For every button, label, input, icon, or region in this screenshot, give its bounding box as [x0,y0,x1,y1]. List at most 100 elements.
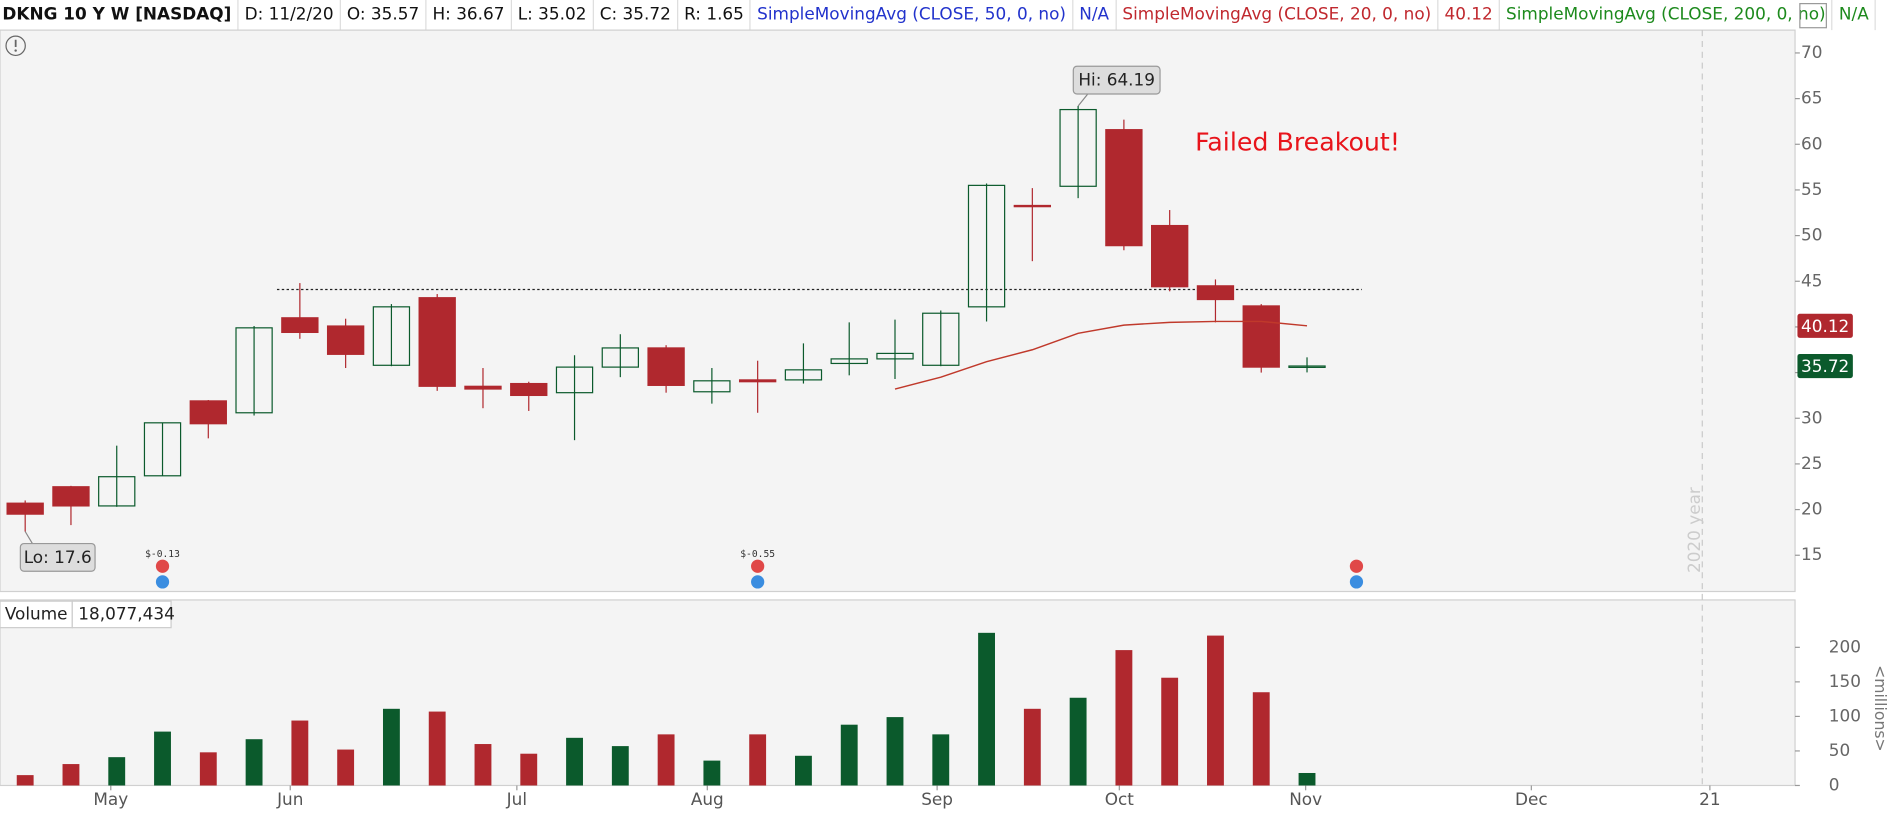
earnings-icon [1349,559,1364,573]
volume-bar [520,753,538,786]
x-tick-label: Nov [1289,789,1322,809]
hi-label-box [1072,65,1161,95]
volume-tick-label: 0 [1829,774,1840,794]
volume-tick-label: 50 [1829,740,1850,760]
candle-body [967,184,1006,308]
header-item: O: 35.57 [341,0,427,31]
volume-bar [337,749,355,786]
volume-bar [245,739,263,786]
price-tag [1797,313,1853,338]
hi-leader [1077,93,1089,107]
candle-body [6,502,44,515]
candle-body [143,422,182,477]
y-tick-label: 65 [1801,88,1822,108]
candle-body [647,347,685,386]
candle-body [372,306,411,366]
candle-body [418,297,456,387]
volume-bar [474,744,492,786]
volume-bar [978,632,995,786]
candle-body [1105,129,1143,247]
x-tick-label: Jun [276,789,303,809]
x-tick-label: Dec [1515,789,1548,809]
lo-label-box [19,542,96,572]
y-tick-label: 45 [1801,270,1822,290]
lo-leader [24,531,33,544]
volume-tick-label: 200 [1829,636,1861,656]
candle-body [738,379,777,383]
price-panel [0,29,1796,593]
x-tick-label: 21 [1699,789,1720,809]
candle-body [464,385,502,390]
volume-bar [199,752,217,786]
candle-body [922,312,960,366]
header-item: L: 35.02 [512,0,594,31]
candle-body [830,358,868,365]
candle-body [189,400,227,425]
lo-label: Lo: 17.6 [24,547,92,567]
volume-bar [611,746,629,786]
volume-bar [657,734,675,786]
candle-body [235,327,273,414]
volume-title-box [0,600,73,629]
header-item: SimpleMovingAvg (CLOSE, 200, 0, no) [1500,0,1833,31]
candle-body [326,325,365,355]
volume-bar [932,734,950,786]
volume-axis-label: <millions> [1871,665,1889,752]
y-tick-label: 15 [1801,544,1822,564]
volume-bar [154,731,171,786]
hi-label: Hi: 64.19 [1078,70,1155,90]
candle-body [1013,204,1052,208]
y-tick-label: 55 [1801,179,1822,199]
earnings-icon [155,559,170,573]
header-bar: DKNG 10 Y W [NASDAQ] D: 11/2/20 O: 35.57 H:… [0,0,1876,31]
header-item: SimpleMovingAvg (CLOSE, 20, 0, no) [1116,0,1439,31]
event-label: $-0.55 [740,549,775,560]
price-tag-label: 35.72 [1801,356,1849,376]
volume-bar [108,757,126,786]
candle-body [281,317,319,334]
x-tick-label: Aug [691,789,724,809]
price-tag-label: 40.12 [1801,316,1849,336]
x-tick-label: Sep [921,789,953,809]
y-tick-label: 70 [1801,42,1822,62]
candle-body [784,369,823,381]
x-tick-label: Jul [506,789,527,809]
candle-body [876,352,914,360]
sma-line [894,320,1308,390]
header-item: 40.12 [1438,0,1501,31]
candle-body [555,366,594,394]
volume-bar [886,717,904,786]
volume-bar [1161,677,1179,786]
volume-bar [1115,650,1133,786]
volume-bar [1252,692,1270,786]
header-item: SimpleMovingAvg (CLOSE, 50, 0, no) [751,0,1074,31]
candle-body [1059,108,1097,187]
header-item: C: 35.72 [594,0,679,31]
volume-tick-label: 100 [1829,705,1861,725]
candle-body [1288,365,1326,368]
candle-body [1196,285,1235,301]
volume-bar [382,708,400,786]
volume-bar [703,760,721,786]
annotation: Failed Breakout! [1195,127,1400,156]
candle-body [693,380,731,393]
header-item: H: 36.67 [426,0,512,31]
volume-bar [1069,697,1087,786]
volume-bar [1207,635,1224,786]
volume-bar [1298,772,1316,786]
earnings-icon [751,559,765,573]
header-item: R: 1.65 [678,0,752,31]
event-icon [751,575,765,589]
y-tick-label: 30 [1801,407,1822,427]
header-item: N/A [1833,0,1876,31]
y-tick-label: 50 [1801,225,1822,245]
candle-body [1242,305,1280,368]
header-item: N/A [1073,0,1117,31]
candle-body [98,476,136,507]
style-icon[interactable] [1799,3,1827,29]
volume-bar [795,755,812,786]
x-tick-label: Oct [1105,789,1135,809]
alert-icon[interactable] [5,35,26,57]
volume-bar [428,711,446,786]
